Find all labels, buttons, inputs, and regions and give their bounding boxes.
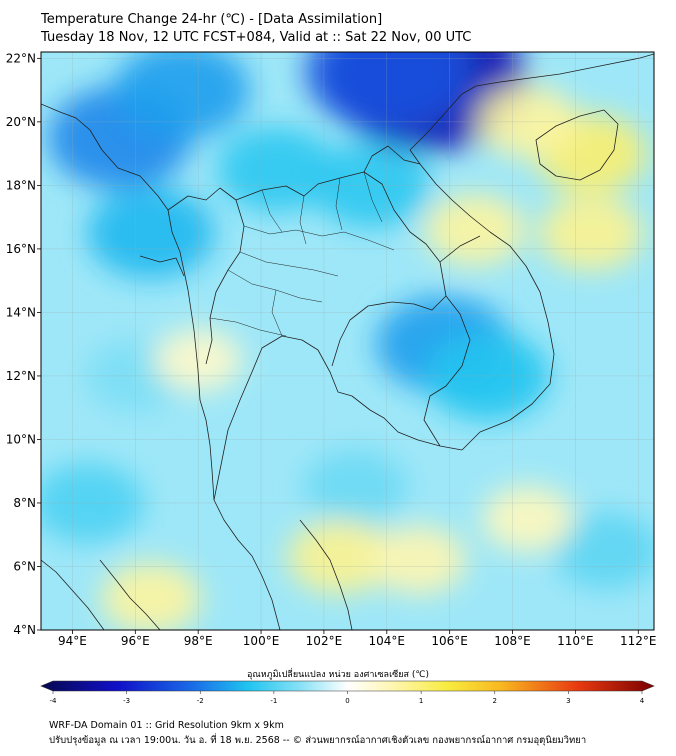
lat-tick-label: 18°N [6,178,36,192]
colorbar-bar [40,680,655,692]
field-region-cold-myanmar-north [114,52,251,139]
colorbar-ticks: -4 -3 -2 -1 0 1 2 3 4 [50,691,645,705]
field-region-warm-central-vietnam [424,194,525,266]
field-region-cold-myanmar-central [87,187,215,279]
plot-area: 22°N 20°N 18°N 16°N 14°N 12°N 10°N 8°N 6°N 4°N 94… [6,51,657,648]
lat-tick-label: 16°N [6,242,36,256]
coastline-malay-peninsula [213,499,353,630]
lon-tick-label: 110°E [557,634,594,648]
coastline-myanmar-west [41,103,215,501]
lon-tick-label: 104°E [369,634,406,648]
plot-frame [40,51,655,631]
lat-tick-label: 4°N [13,623,36,637]
border-cambodia-vietnam [423,295,471,447]
lon-tick-label: 94°E [58,634,87,648]
field-region-warm-south-sea-east [482,485,575,552]
lon-tick-label: 102°E [306,634,343,648]
coastline-gulf-of-tonkin [409,53,654,151]
coastlines-and-borders [41,53,654,630]
temperature-field [41,52,654,630]
field-region-cold-gulf-of-thailand [303,449,408,525]
map-title: Temperature Change 24-hr (℃) - [Data Ass… [41,12,383,27]
colorbar-tick-label: 4 [640,697,645,705]
colorbar-tick-label: 1 [419,697,423,705]
border-thailand-cambodia [331,301,393,367]
border-myanmar-thailand [167,187,245,365]
field-region-cold-east-sea [552,512,654,590]
province-lines-thailand [209,171,395,337]
coastline-sumatra [41,559,161,630]
border-laos-vietnam [363,145,481,263]
lat-tick-label: 8°N [13,496,36,510]
lat-tick-label: 22°N [6,51,36,65]
footer-model-info: WRF-DA Domain 01 :: Grid Resolution 9km … [49,720,284,731]
latitude-axis: 22°N 20°N 18°N 16°N 14°N 12°N 10°N 8°N 6°N 4°N [6,51,41,637]
coastline-gulf-of-martaban [139,255,185,277]
graticule [41,52,654,630]
field-region-warm-gulf-south [370,525,467,595]
lat-tick-label: 12°N [6,369,36,383]
lon-tick-label: 100°E [243,634,280,648]
border-thailand-laos [235,171,447,311]
coastline-gulf-of-thailand [213,335,463,501]
lat-tick-label: 6°N [13,559,36,573]
lat-tick-label: 14°N [6,305,36,319]
footer-update-info: ปรับปรุงข้อมูล ณ เวลา 19:00น. วัน อ. ที่… [49,735,587,746]
colorbar: -4 -3 -2 -1 0 1 2 3 4 [40,680,655,705]
colorbar-tick-label: 0 [345,697,349,705]
field-region-cold-thailand-north [216,126,337,213]
coastline-hainan [535,109,619,181]
field-region-warm-sumatra [100,562,202,630]
lon-tick-label: 108°E [494,634,531,648]
colorbar-tick-label: -3 [123,697,130,705]
lat-tick-label: 10°N [6,432,36,446]
lat-tick-label: 20°N [6,115,36,129]
colorbar-tick-label: 3 [566,697,570,705]
lon-tick-label: 112°E [620,634,657,648]
lon-tick-label: 96°E [121,634,150,648]
colorbar-tick-label: -1 [270,697,277,705]
lon-tick-label: 106°E [431,634,468,648]
colorbar-tick-label: -4 [50,697,58,705]
lon-tick-label: 98°E [184,634,213,648]
field-region-warm-south-china-sea [539,195,644,271]
colorbar-label: อุณหภูมิเปลี่ยนแปลง หน่วย องศาเซลเซียส (… [246,670,430,680]
colorbar-tick-label: -2 [197,697,204,705]
colorbar-tick-label: 2 [493,697,497,705]
field-region-warm-malay-peninsula [287,519,392,595]
map-subtitle: Tuesday 18 Nov, 12 UTC FCST+084, Valid a… [41,30,472,45]
coastline-vietnam [409,149,555,451]
longitude-axis: 94°E 96°E 98°E 100°E 102°E 104°E 106°E 108°E 110… [58,630,657,648]
